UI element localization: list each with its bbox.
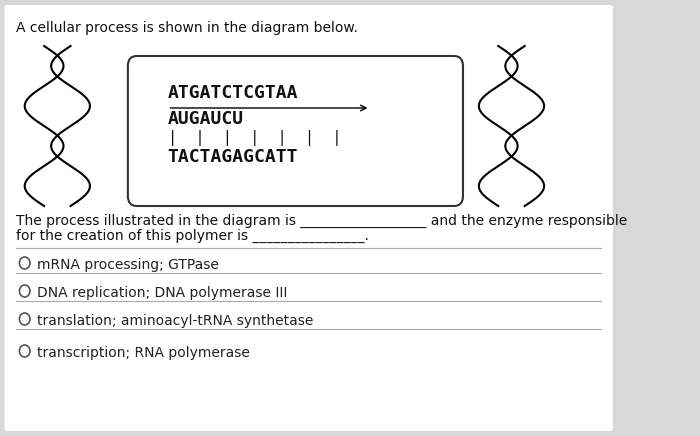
Text: ATGATCTCGTAA: ATGATCTCGTAA: [167, 84, 298, 102]
Text: translation; aminoacyl-tRNA synthetase: translation; aminoacyl-tRNA synthetase: [37, 314, 314, 328]
FancyBboxPatch shape: [128, 56, 463, 206]
Text: The process illustrated in the diagram is __________________ and the enzyme resp: The process illustrated in the diagram i…: [16, 214, 627, 228]
Text: TACTAGAGCATT: TACTAGAGCATT: [167, 148, 298, 166]
Circle shape: [20, 345, 30, 357]
Text: AUGAUCU: AUGAUCU: [167, 110, 244, 128]
Text: for the creation of this polymer is ________________.: for the creation of this polymer is ____…: [16, 229, 369, 243]
Circle shape: [20, 285, 30, 297]
FancyBboxPatch shape: [4, 5, 613, 431]
Text: mRNA processing; GTPase: mRNA processing; GTPase: [37, 258, 219, 272]
Circle shape: [20, 257, 30, 269]
Text: DNA replication; DNA polymerase III: DNA replication; DNA polymerase III: [37, 286, 288, 300]
Text: |  |  |  |  |  |  |: | | | | | | |: [167, 130, 341, 146]
Text: transcription; RNA polymerase: transcription; RNA polymerase: [37, 346, 250, 360]
Text: A cellular process is shown in the diagram below.: A cellular process is shown in the diagr…: [16, 21, 358, 35]
Circle shape: [20, 313, 30, 325]
